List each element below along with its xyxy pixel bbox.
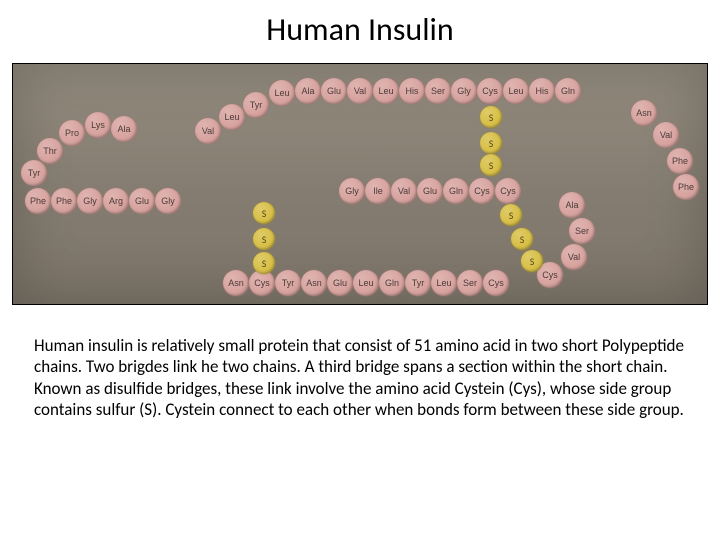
amino-acid-circle: Val [391, 178, 417, 204]
amino-acid-circle: Phe [51, 188, 77, 214]
sulfur-atom: S [253, 252, 275, 274]
amino-acid-circle: Ala [111, 116, 137, 142]
amino-acid-circle: Leu [269, 80, 295, 106]
sulfur-atom: S [480, 106, 502, 128]
amino-acid-circle: Asn [631, 100, 657, 126]
amino-acid-circle: Ile [365, 178, 391, 204]
amino-acid-circle: Tyr [275, 270, 301, 296]
amino-acid-circle: Leu [503, 78, 529, 104]
amino-acid-circle: Tyr [405, 270, 431, 296]
amino-acid-circle: Glu [321, 78, 347, 104]
amino-acid-circle: Cys [483, 270, 509, 296]
amino-acid-circle: Ala [295, 78, 321, 104]
amino-acid-circle: Cys [469, 178, 495, 204]
amino-acid-circle: Lys [85, 112, 111, 138]
amino-acid-circle: Pro [59, 120, 85, 146]
sulfur-atom: S [500, 204, 522, 226]
amino-acid-circle: Cys [477, 78, 503, 104]
amino-acid-circle: Gly [155, 188, 181, 214]
amino-acid-circle: Ser [425, 78, 451, 104]
amino-acid-circle: Ser [569, 218, 595, 244]
amino-acid-circle: Phe [673, 174, 699, 200]
amino-acid-circle: Cys [495, 178, 521, 204]
amino-acid-circle: Gly [77, 188, 103, 214]
sulfur-atom: S [480, 132, 502, 154]
amino-acid-circle: Arg [103, 188, 129, 214]
amino-acid-circle: Glu [417, 178, 443, 204]
amino-acid-circle: Ser [457, 270, 483, 296]
insulin-diagram: TyrThrProLysAlaValLeuTyrLeuAlaGluValLeuH… [12, 63, 708, 305]
sulfur-atom: S [253, 228, 275, 250]
amino-acid-circle: His [399, 78, 425, 104]
amino-acid-circle: Leu [431, 270, 457, 296]
amino-acid-circle: Gly [339, 178, 365, 204]
amino-acid-circle: Val [347, 78, 373, 104]
amino-acid-circle: Val [195, 118, 221, 144]
amino-acid-circle: Gly [451, 78, 477, 104]
amino-acid-circle: Asn [223, 270, 249, 296]
amino-acid-circle: Leu [373, 78, 399, 104]
amino-acid-circle: Leu [353, 270, 379, 296]
amino-acid-circle: Tyr [21, 160, 47, 186]
amino-acid-circle: Asn [301, 270, 327, 296]
sulfur-atom: S [511, 228, 533, 250]
sulfur-atom: S [521, 250, 543, 272]
sulfur-atom: S [253, 202, 275, 224]
amino-acid-circle: Gln [379, 270, 405, 296]
amino-acid-circle: Gln [555, 78, 581, 104]
amino-acid-circle: Ala [559, 192, 585, 218]
amino-acid-circle: Gln [443, 178, 469, 204]
amino-acid-circle: Phe [667, 148, 693, 174]
page-title: Human Insulin [0, 10, 720, 49]
amino-acid-circle: Glu [327, 270, 353, 296]
amino-acid-circle: Phe [25, 188, 51, 214]
amino-acid-circle: Leu [219, 104, 245, 130]
amino-acid-circle: Tyr [243, 92, 269, 118]
sulfur-atom: S [480, 154, 502, 176]
amino-acid-circle: His [529, 78, 555, 104]
amino-acid-circle: Val [561, 244, 587, 270]
amino-acid-circle: Val [653, 122, 679, 148]
amino-acid-circle: Thr [37, 138, 63, 164]
caption-text: Human insulin is relatively small protei… [34, 335, 686, 420]
amino-acid-circle: Glu [129, 188, 155, 214]
